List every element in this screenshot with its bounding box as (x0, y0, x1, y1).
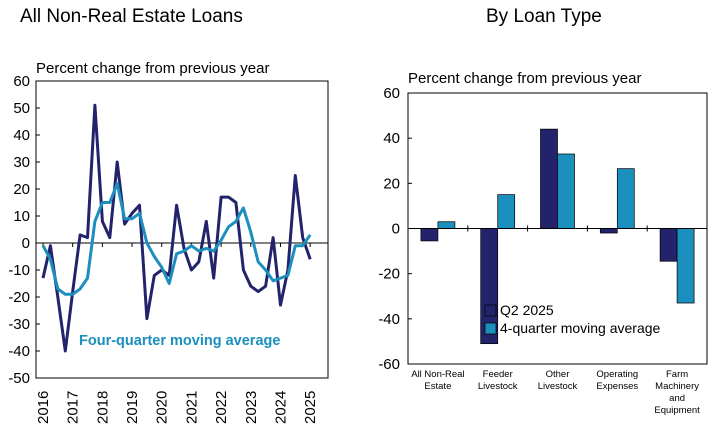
x-tick-label: 2018 (94, 391, 111, 424)
bar-moving-average (497, 194, 516, 229)
y-tick-label: 10 (13, 208, 30, 225)
bar-q2-2025 (540, 128, 558, 229)
right-chart-title: By Loan Type (486, 6, 602, 27)
bar-moving-average (557, 153, 575, 229)
y-tick-label: 0 (392, 221, 400, 238)
y-tick-label: -30 (8, 316, 30, 333)
x-category-label: and (669, 393, 685, 404)
y-tick-label: -20 (8, 289, 30, 306)
legend-label: 4-quarter moving average (500, 320, 661, 336)
x-category-label: Other (546, 369, 570, 380)
y-tick-label: 50 (13, 100, 30, 117)
bar-q2-2025 (599, 228, 618, 234)
x-category-label: Livestock (478, 381, 518, 392)
x-category-label: All Non-Real (411, 369, 464, 380)
bar-moving-average (616, 168, 635, 229)
y-tick-label: -40 (378, 311, 400, 328)
legend-swatch (484, 304, 497, 317)
x-tick-label: 2020 (154, 391, 171, 424)
x-tick-label: 2019 (124, 391, 141, 424)
y-tick-label: -50 (8, 370, 30, 387)
x-category-label: Machinery (655, 381, 699, 392)
y-tick-label: -60 (378, 356, 400, 373)
y-tick-label: 40 (383, 130, 400, 147)
quarterly-series-line (41, 103, 312, 353)
y-tick-label: -10 (8, 262, 30, 279)
x-category-label: Livestock (538, 381, 578, 392)
bar-q2-2025 (659, 228, 678, 262)
x-category-label: Expenses (596, 381, 638, 392)
bar-moving-average (676, 228, 695, 304)
right-y-axis-label: Percent change from previous year (408, 70, 642, 87)
moving-average-line (41, 182, 312, 296)
legend-swatch (484, 322, 497, 335)
y-tick-label: 30 (13, 154, 30, 171)
bar-moving-average (437, 221, 456, 229)
x-tick-label: 2022 (213, 391, 230, 424)
y-tick-label: 60 (383, 85, 400, 102)
y-tick-label: 0 (22, 235, 30, 252)
legend-label: Q2 2025 (500, 302, 554, 318)
y-tick-label: 40 (13, 127, 30, 144)
plot-frame (35, 80, 329, 379)
y-tick-label: 60 (13, 73, 30, 90)
y-tick-label: 20 (383, 175, 400, 192)
y-tick-label: -20 (378, 266, 400, 283)
left-y-axis-label: Percent change from previous year (36, 60, 270, 77)
y-tick-label: 20 (13, 181, 30, 198)
x-tick-label: 2025 (302, 391, 319, 424)
x-category-label: Farm (666, 369, 688, 380)
series-annotation: Four-quarter moving average (79, 333, 280, 349)
left-chart-title: All Non-Real Estate Loans (20, 6, 243, 27)
x-tick-label: 2024 (272, 391, 289, 424)
x-tick-label: 2021 (183, 391, 200, 424)
bar-q2-2025 (420, 228, 439, 242)
x-tick-label: 2017 (65, 391, 82, 424)
x-category-label: Equipment (654, 405, 700, 416)
x-tick-label: 2023 (243, 391, 260, 424)
y-tick-label: -40 (8, 343, 30, 360)
x-category-label: Feeder (483, 369, 513, 380)
x-category-label: Operating (596, 369, 638, 380)
x-category-label: Estate (424, 381, 451, 392)
x-tick-label: 2016 (35, 391, 52, 424)
